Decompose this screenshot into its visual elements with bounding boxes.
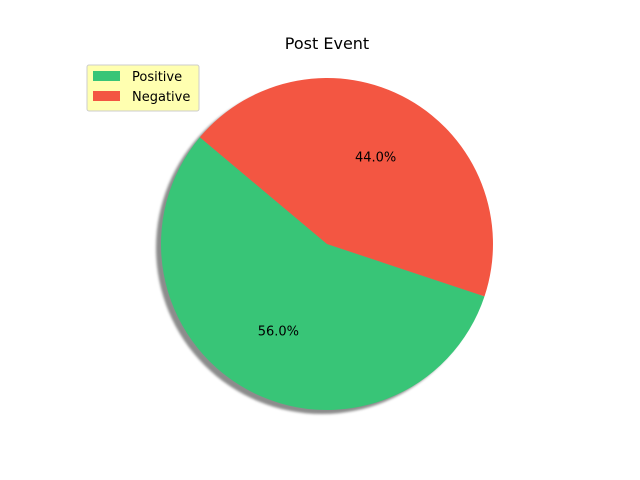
legend-swatch-negative — [93, 91, 120, 101]
pie-slice-positive — [160, 137, 485, 411]
slice-value-label-positive: 56.0% — [258, 324, 299, 339]
legend-label-positive: Positive — [132, 70, 182, 85]
pie-value-labels: 56.0% 44.0% — [258, 151, 397, 340]
pie-slice-negative — [199, 78, 493, 297]
legend: Positive Negative — [86, 64, 200, 112]
slice-value-label-negative: 44.0% — [355, 151, 396, 166]
chart-title: Post Event — [285, 34, 369, 53]
legend-label-negative: Negative — [132, 90, 190, 105]
legend-swatch-positive — [93, 71, 120, 81]
pie-slices — [160, 78, 493, 411]
